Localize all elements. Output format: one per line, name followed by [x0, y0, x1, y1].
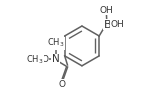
Text: B: B: [104, 20, 112, 30]
Text: CH$_3$: CH$_3$: [47, 37, 64, 49]
Text: CH$_3$: CH$_3$: [26, 53, 44, 66]
Text: O: O: [42, 55, 49, 64]
Text: OH: OH: [111, 20, 125, 29]
Text: O: O: [59, 80, 65, 89]
Text: OH: OH: [99, 6, 113, 15]
Text: N: N: [52, 54, 60, 64]
